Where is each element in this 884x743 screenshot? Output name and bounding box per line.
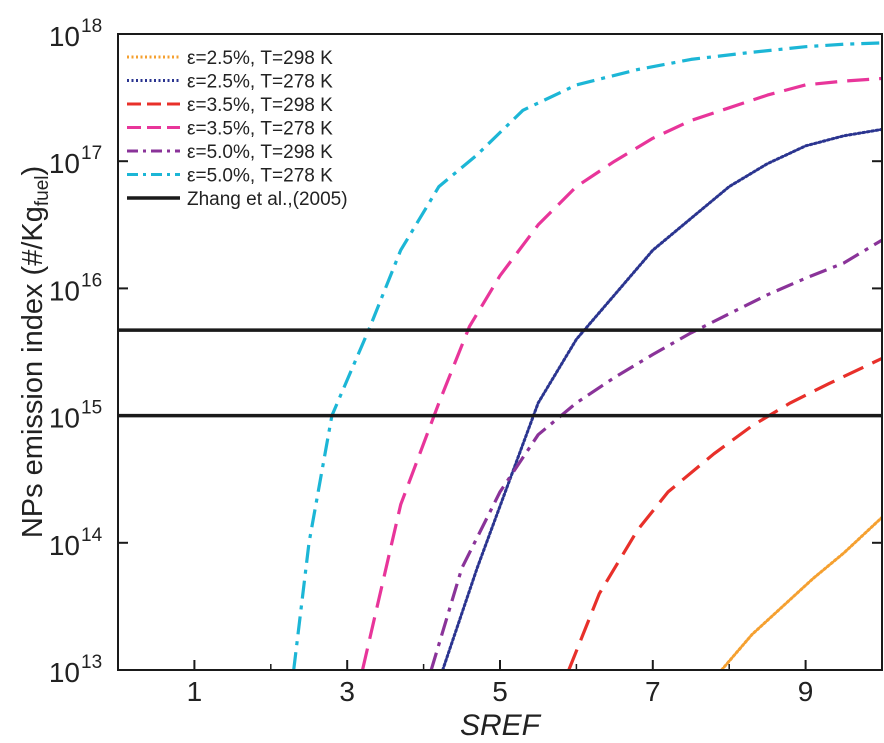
y-tick-label: 10 (49, 148, 80, 179)
series-line-1 (720, 515, 882, 670)
series-line-4 (360, 76, 882, 670)
series-line-5 (429, 238, 882, 670)
y-tick-exponent: 18 (81, 16, 102, 37)
legend-label-3: ε=3.5%, T=298 K (187, 95, 333, 116)
legend-label-6: ε=5.0%, T=278 K (187, 166, 333, 187)
y-axis-label: NPs emission index (#/Kgfuel) (17, 166, 53, 538)
y-axis-label-close: ) (17, 166, 49, 176)
x-tick-label: 9 (798, 676, 814, 707)
series-line-2 (441, 127, 882, 670)
y-tick-exponent: 13 (81, 652, 102, 673)
y-tick-label: 10 (49, 275, 80, 306)
y-tick-exponent: 16 (81, 270, 102, 291)
x-ticks: 1 3 5 7 9 (187, 660, 883, 707)
y-tick-label: 10 (49, 403, 80, 434)
y-tick-exponent: 14 (81, 525, 103, 546)
y-tick-label: 10 (49, 657, 80, 688)
legend: ε=2.5%, T=298 Kε=2.5%, T=278 Kε=3.5%, T=… (127, 48, 348, 210)
legend-label-7: Zhang et al.,(2005) (187, 189, 348, 210)
legend-label-4: ε=3.5%, T=278 K (187, 119, 333, 140)
y-axis-label-main: NPs emission index (#/Kg (17, 206, 49, 538)
y-axis-label-sub: fuel (32, 176, 53, 207)
series-line-6 (292, 41, 882, 670)
x-axis-label: SREF (460, 709, 542, 742)
legend-label-2: ε=2.5%, T=278 K (187, 72, 333, 93)
reference-layer (118, 328, 882, 418)
legend-label-5: ε=5.0%, T=298 K (187, 142, 333, 163)
series-layer (292, 41, 882, 670)
x-tick-label: 5 (492, 676, 508, 707)
y-tick-label: 10 (49, 530, 80, 561)
x-tick-label: 3 (339, 676, 355, 707)
y-tick-exponent: 15 (81, 398, 102, 419)
legend-label-1: ε=2.5%, T=298 K (187, 48, 333, 69)
x-tick-label: 7 (645, 676, 661, 707)
y-tick-exponent: 17 (81, 143, 102, 164)
series-line-3 (567, 356, 882, 670)
y-tick-label: 10 (49, 21, 80, 52)
x-tick-label: 1 (187, 676, 203, 707)
